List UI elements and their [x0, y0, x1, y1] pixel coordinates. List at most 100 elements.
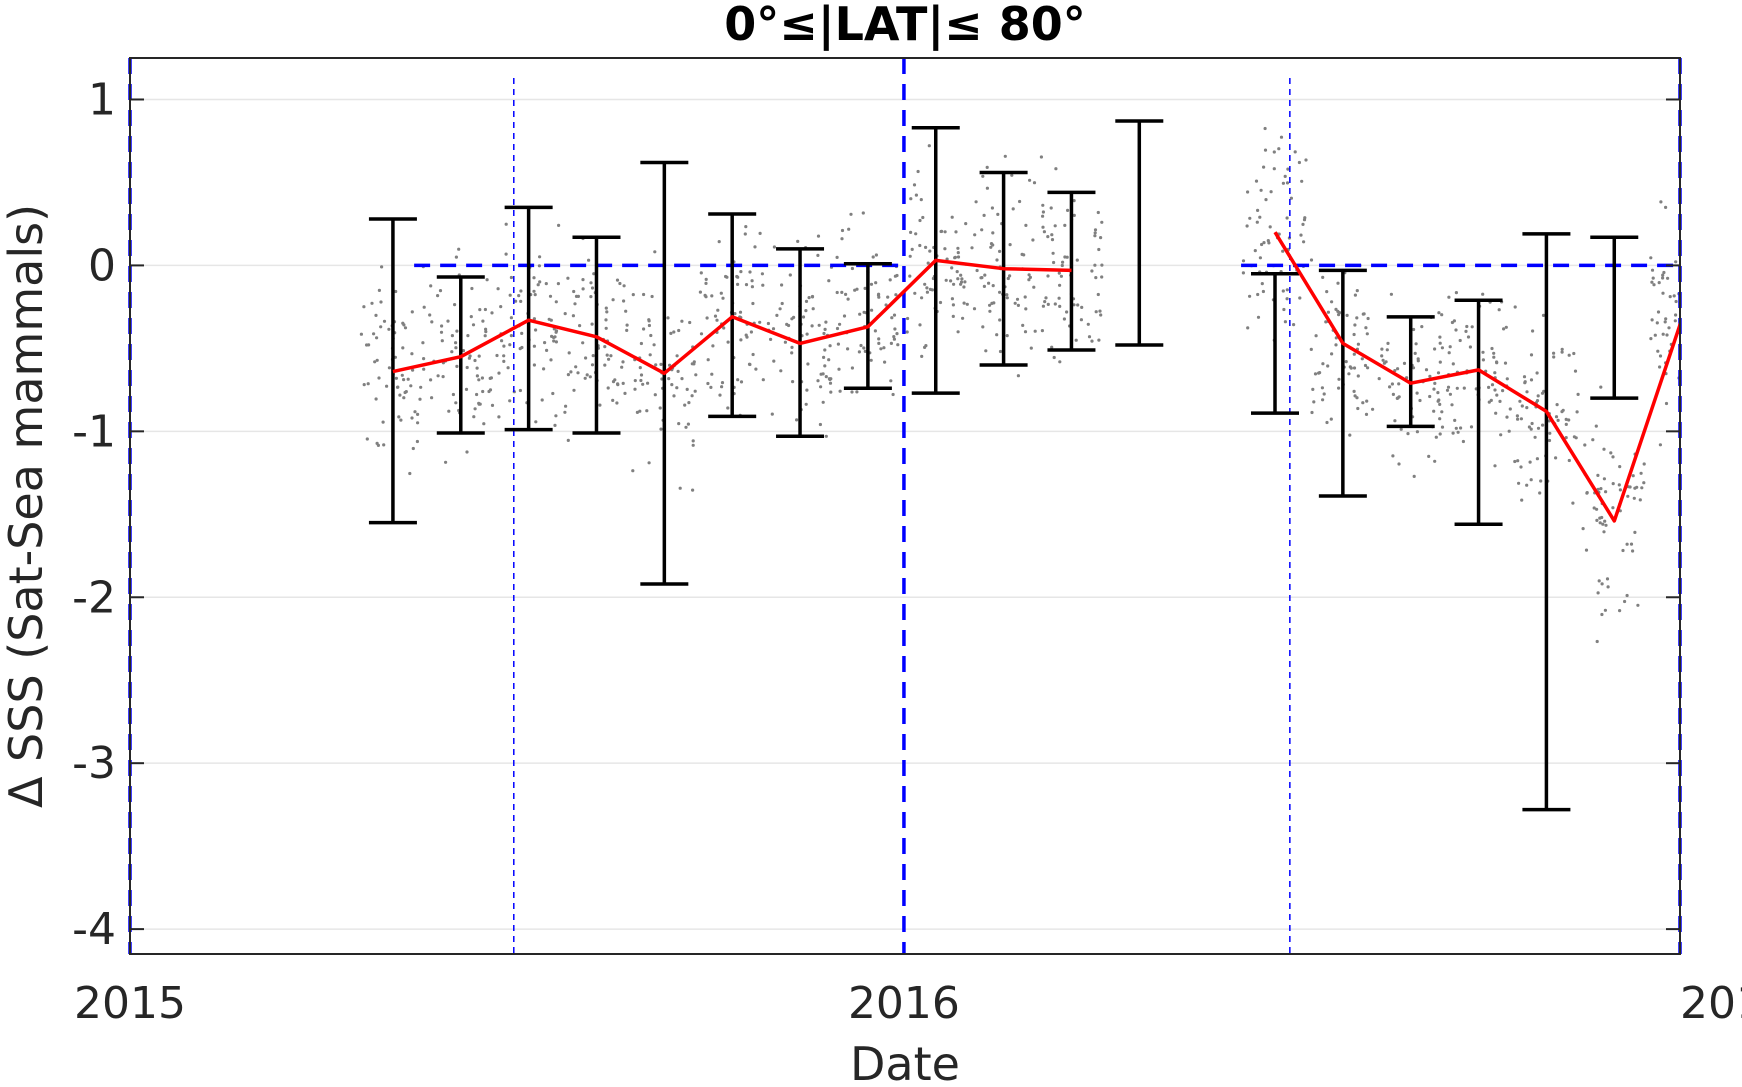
scatter-point [1309, 258, 1314, 262]
scatter-point [950, 266, 954, 270]
scatter-point [1652, 283, 1656, 287]
scatter-point [1360, 357, 1364, 361]
scatter-point [377, 288, 381, 292]
scatter-point [824, 320, 828, 324]
scatter-point [791, 380, 795, 384]
scatter-point [517, 294, 521, 298]
scatter-point [1087, 335, 1092, 339]
scatter-point [380, 265, 384, 269]
scatter-point [1248, 216, 1252, 220]
scatter-point [475, 366, 479, 370]
scatter-point [988, 309, 992, 313]
scatter-point [581, 341, 585, 345]
scatter-point [625, 328, 629, 332]
scatter-point [1013, 301, 1017, 305]
scatter-point [859, 343, 863, 348]
scatter-point [846, 347, 850, 351]
scatter-point [534, 328, 538, 332]
scatter-point [1440, 425, 1445, 429]
scatter-point [1606, 585, 1610, 589]
scatter-point [650, 294, 654, 299]
scatter-point [1530, 421, 1534, 426]
scatter-point [790, 317, 794, 321]
scatter-point [1032, 181, 1037, 185]
scatter-point [1010, 173, 1014, 177]
scatter-point [846, 297, 850, 301]
scatter-point [1438, 341, 1442, 345]
scatter-point [1356, 342, 1360, 346]
scatter-point [1611, 482, 1615, 486]
scatter-point [1412, 327, 1416, 332]
scatter-point [1293, 150, 1297, 154]
scatter-point [554, 340, 559, 344]
scatter-point [499, 305, 503, 309]
scatter-point [1493, 371, 1497, 375]
scatter-point [374, 397, 378, 401]
scatter-point [771, 327, 776, 331]
scatter-point [554, 414, 558, 418]
scatter-point [785, 322, 789, 326]
scatter-point [566, 438, 570, 442]
scatter-point [1664, 401, 1669, 406]
scatter-point [1555, 403, 1559, 407]
scatter-point [926, 261, 930, 265]
scatter-point [404, 390, 408, 394]
scatter-point [1459, 426, 1463, 430]
scatter-point [982, 284, 987, 288]
scatter-point [706, 358, 710, 362]
scatter-point [889, 341, 894, 345]
scatter-point [874, 281, 878, 285]
scatter-point [532, 289, 536, 293]
scatter-point [605, 310, 609, 314]
scatter-point [1057, 296, 1061, 300]
scatter-point [1632, 496, 1636, 500]
scatter-point [943, 247, 947, 251]
scatter-point [1385, 348, 1389, 352]
scatter-point [1547, 438, 1552, 443]
scatter-point [402, 323, 406, 327]
scatter-point [542, 367, 546, 371]
scatter-point [1246, 326, 1250, 330]
scatter-point [692, 360, 696, 364]
scatter-point [1533, 435, 1537, 439]
scatter-point [716, 308, 720, 312]
scatter-point [835, 290, 839, 295]
scatter-point [985, 165, 989, 169]
scatter-point [690, 362, 694, 366]
scatter-point [1548, 431, 1552, 435]
scatter-point [919, 198, 923, 202]
scatter-point [370, 301, 374, 305]
scatter-point [1567, 353, 1571, 357]
scatter-point [1452, 319, 1456, 323]
scatter-point [455, 329, 459, 333]
scatter-point [850, 266, 855, 271]
scatter-point [1061, 260, 1065, 264]
scatter-point [1665, 333, 1669, 337]
scatter-point [857, 350, 862, 354]
scatter-point [382, 319, 387, 323]
scatter-point [913, 291, 917, 295]
scatter-point [1269, 190, 1273, 194]
scatter-point [672, 394, 676, 398]
scatter-point [711, 344, 715, 348]
scatter-point [772, 359, 776, 363]
scatter-point [508, 343, 512, 347]
scatter-point [1503, 361, 1508, 365]
scatter-point [706, 381, 710, 386]
scatter-point [1438, 360, 1442, 364]
scatter-point [1564, 417, 1568, 421]
scatter-point [985, 186, 990, 190]
scatter-point [446, 319, 450, 323]
scatter-point [930, 288, 935, 292]
scatter-point [1326, 310, 1330, 314]
scatter-point [1672, 294, 1676, 298]
scatter-point [1448, 392, 1452, 396]
scatter-point [939, 229, 943, 234]
scatter-point [736, 282, 740, 286]
scatter-point [484, 330, 488, 334]
scatter-point [1487, 400, 1491, 404]
scatter-point [504, 222, 508, 226]
scatter-point [1023, 330, 1028, 334]
scatter-point [1596, 487, 1600, 491]
scatter-point [1260, 282, 1264, 286]
